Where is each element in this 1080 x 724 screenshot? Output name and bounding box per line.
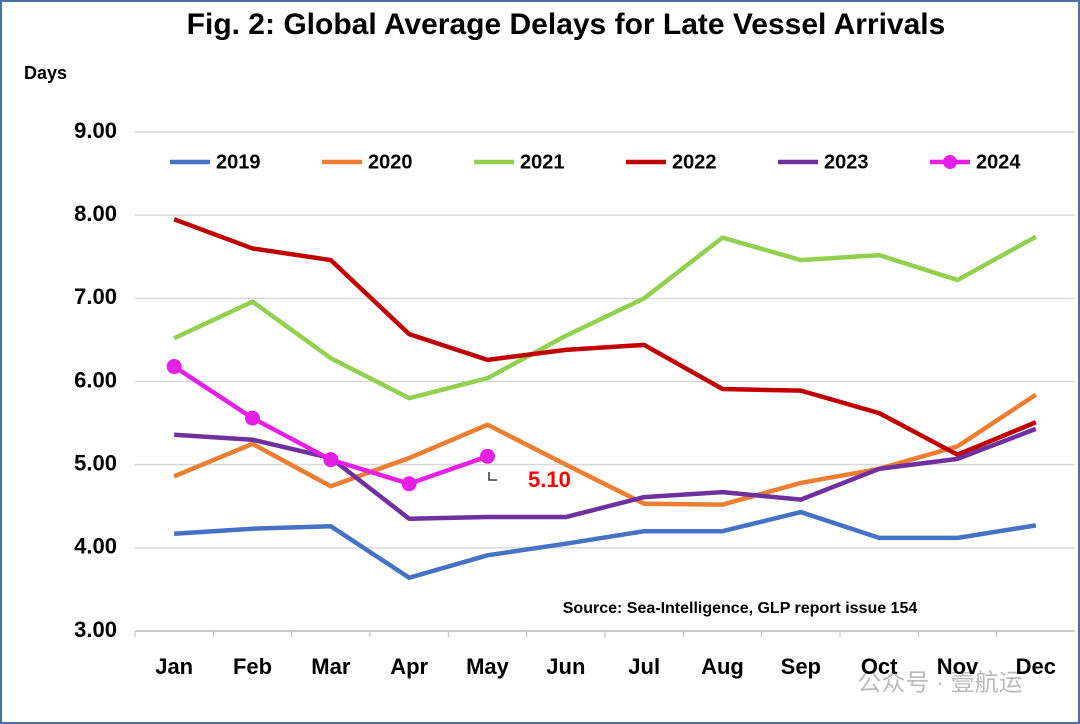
y-tick-label: 8.00	[74, 201, 117, 226]
x-tick-label: May	[466, 654, 510, 679]
legend-label: 2022	[672, 151, 717, 173]
x-tick-label: Jan	[155, 654, 193, 679]
x-tick-label: Aug	[701, 654, 744, 679]
x-tick-label: Jun	[546, 654, 585, 679]
source-note: Source: Sea-Intelligence, GLP report iss…	[563, 600, 918, 617]
x-tick-label: Dec	[1016, 654, 1056, 679]
x-tick-label: Apr	[390, 654, 428, 679]
legend-marker	[943, 155, 957, 169]
series-marker	[166, 359, 182, 375]
callout-line	[488, 472, 497, 481]
series-line	[174, 509, 1037, 581]
legend-label: 2019	[216, 151, 261, 173]
watermark: 公众号 · 壹航运	[857, 669, 1022, 696]
y-tick-label: 3.00	[74, 617, 117, 642]
series-marker	[323, 452, 339, 468]
x-tick-label: Oct	[861, 654, 898, 679]
y-tick-label: 4.00	[74, 534, 117, 559]
annotation: 5.10	[528, 467, 571, 492]
series-line	[173, 234, 1037, 401]
x-tick-label: Nov	[937, 654, 979, 679]
chart-title: Fig. 2: Global Average Delays for Late V…	[187, 8, 946, 41]
legend-label: 2020	[368, 151, 413, 173]
series-marker	[401, 476, 417, 492]
y-tick-label: 7.00	[74, 284, 117, 309]
series-marker	[480, 448, 495, 464]
x-tick-label: Sep	[781, 654, 821, 679]
x-tick-label: Feb	[233, 654, 272, 679]
x-tick-label: Jul	[628, 654, 660, 679]
legend-label: 2021	[520, 151, 565, 173]
x-tick-label: Mar	[311, 654, 351, 679]
legend-label: 2023	[824, 151, 869, 173]
y-tick-label: 9.00	[74, 118, 117, 143]
y-axis-label: Days	[24, 63, 67, 83]
y-tick-label: 6.00	[74, 367, 117, 392]
series-line	[173, 217, 1037, 457]
legend-label: 2024	[976, 151, 1021, 173]
series-marker	[245, 410, 260, 426]
y-tick-label: 5.00	[74, 450, 117, 475]
